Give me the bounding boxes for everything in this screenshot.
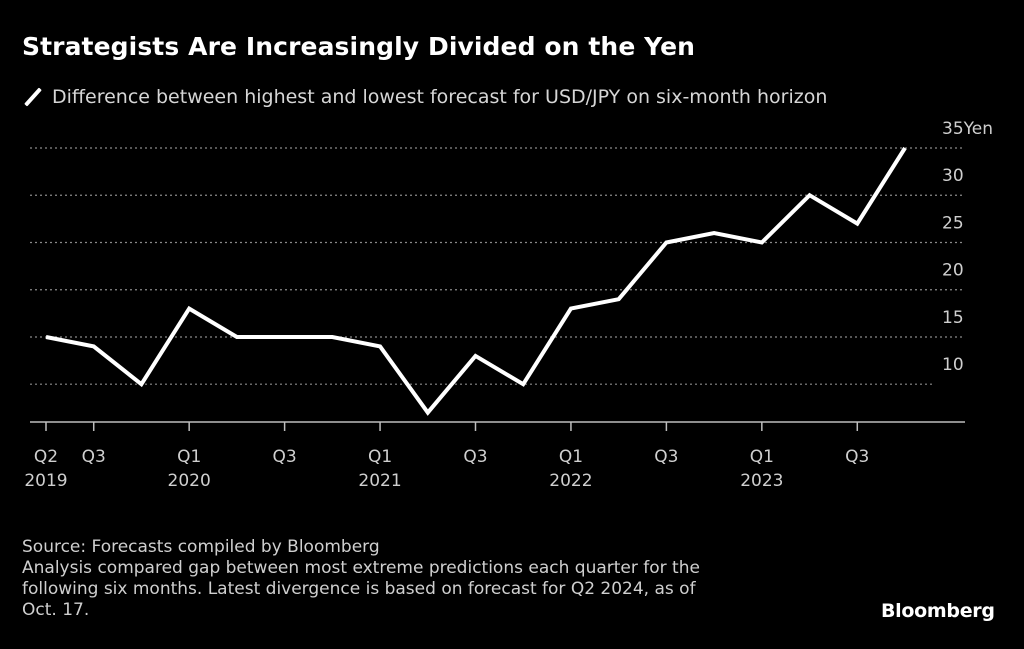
x-axis-ticks: Q2 2019 Q3 Q1 2020 Q3 Q1 2021 Q3 Q1 2022 Q3 Q1 2023 Q3	[24, 422, 869, 491]
source-note: Source: Forecasts compiled by Bloomberg	[22, 537, 380, 557]
x-tick-year-label: 2022	[549, 471, 592, 491]
x-tick-label: Q3	[463, 447, 487, 467]
y-tick-label-25: 25	[942, 213, 964, 233]
y-tick-label-10: 10	[942, 355, 964, 375]
x-tick-label: Q3	[845, 447, 869, 467]
x-tick-label: Q3	[273, 447, 297, 467]
analysis-note-line-1: Analysis compared gap between most extre…	[22, 558, 700, 578]
bloomberg-logo: Bloomberg	[881, 600, 995, 622]
legend: Difference between highest and lowest fo…	[22, 86, 827, 108]
x-tick-year-label: 2019	[24, 471, 67, 491]
x-tick-label: Q1	[177, 447, 201, 467]
y-axis-ticks: 10 15 20 25 30 35Yen	[942, 119, 993, 375]
x-tick-label: Q1	[750, 447, 774, 467]
x-tick-label: Q3	[82, 447, 106, 467]
gridlines	[30, 147, 965, 385]
x-tick-year-label: 2020	[168, 471, 211, 491]
series-line	[45, 146, 907, 416]
y-tick-label-20: 20	[942, 261, 964, 281]
chart-title: Strategists Are Increasingly Divided on …	[22, 32, 696, 61]
x-tick-label: Q1	[368, 447, 392, 467]
legend-label: Difference between highest and lowest fo…	[52, 86, 828, 108]
y-tick-label-30: 30	[942, 166, 964, 186]
y-tick-label-15: 15	[942, 308, 964, 328]
x-tick-label: Q2	[34, 447, 58, 467]
y-tick-label-35: 35Yen	[942, 119, 993, 139]
x-tick-label: Q1	[559, 447, 583, 467]
x-tick-label: Q3	[654, 447, 678, 467]
analysis-note-line-2: following six months. Latest divergence …	[22, 579, 696, 599]
footer-notes: Source: Forecasts compiled by Bloomberg …	[22, 537, 822, 621]
analysis-note-line-3: Oct. 17.	[22, 600, 90, 620]
x-tick-year-label: 2021	[358, 471, 401, 491]
x-tick-year-label: 2023	[740, 471, 783, 491]
